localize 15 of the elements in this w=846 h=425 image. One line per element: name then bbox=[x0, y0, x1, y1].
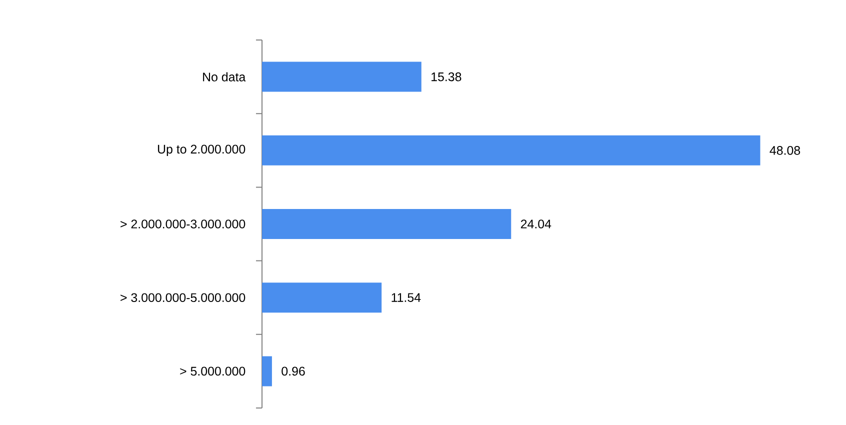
y-tick-label: > 5.000.000 bbox=[180, 366, 246, 376]
data-label: 24.04 bbox=[520, 220, 552, 228]
y-tick-label: > 2.000.000-3.000.000 bbox=[120, 220, 246, 228]
bar bbox=[262, 282, 382, 313]
y-tick-label: > 3.000.000-5.000.000 bbox=[120, 293, 246, 302]
bar bbox=[262, 62, 422, 92]
bar bbox=[262, 135, 760, 166]
data-label: 0.96 bbox=[282, 366, 305, 376]
data-label: 48.08 bbox=[770, 146, 800, 155]
data-label: 15.38 bbox=[432, 72, 462, 82]
y-tick-label: No data bbox=[203, 72, 246, 82]
bar bbox=[262, 209, 512, 240]
bar bbox=[262, 356, 272, 386]
y-tick-label: Up to 2.000.000 bbox=[158, 144, 246, 156]
data-label: 11.54 bbox=[392, 293, 421, 302]
